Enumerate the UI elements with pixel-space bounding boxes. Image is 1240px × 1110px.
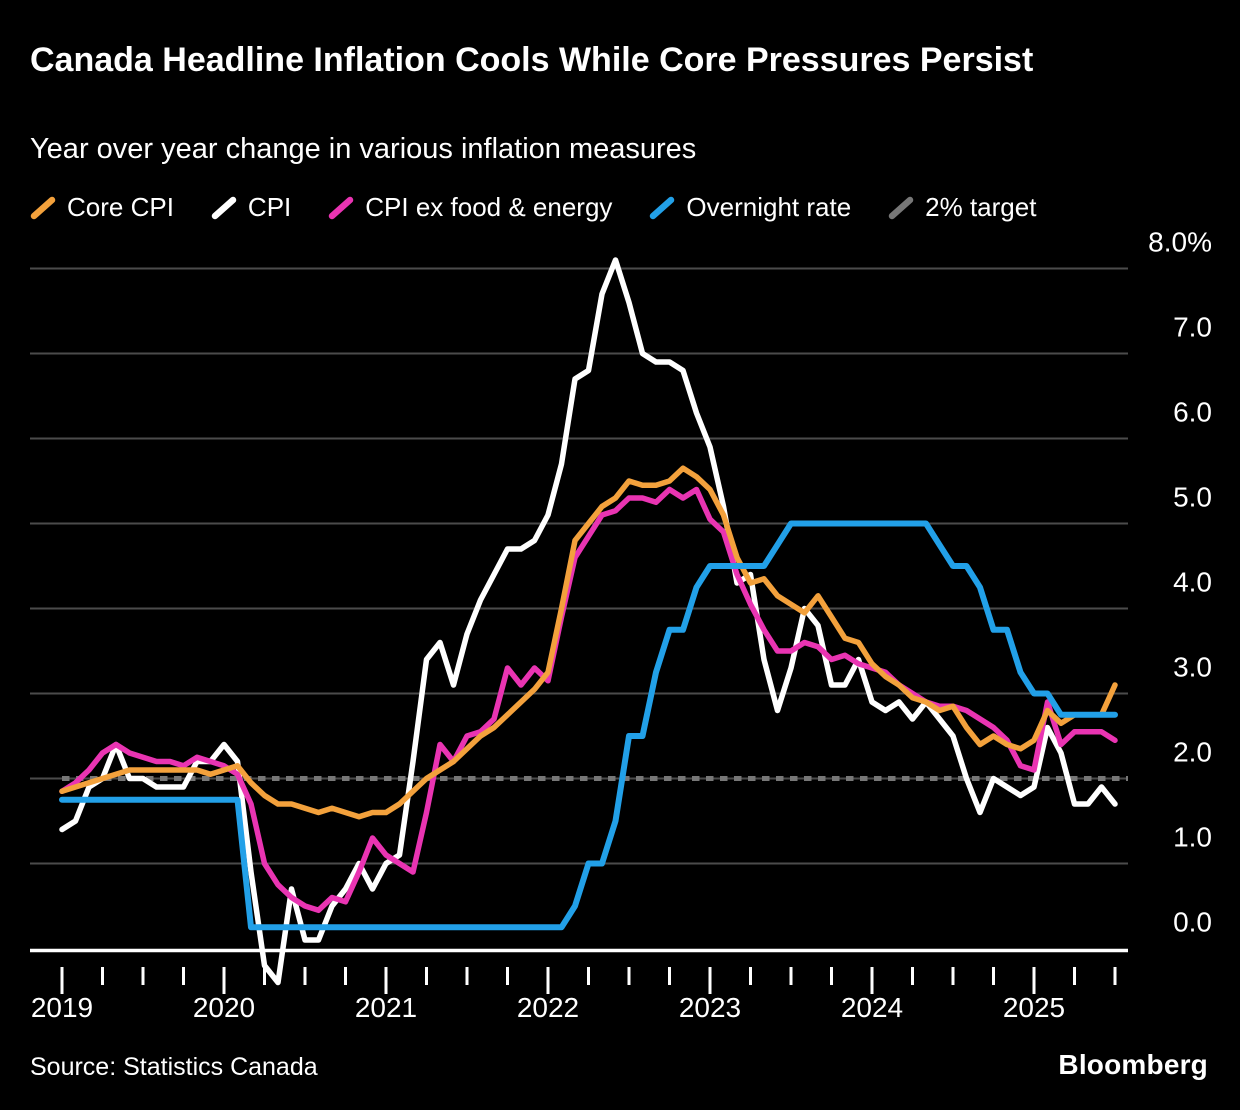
legend-item-overnight-rate: Overnight rate bbox=[649, 192, 851, 223]
source-note: Source: Statistics Canada bbox=[30, 1053, 318, 1081]
x-axis-label: 2023 bbox=[679, 992, 741, 1023]
series-slash-icon bbox=[329, 196, 354, 219]
series-line-overnight-rate bbox=[59, 520, 1118, 931]
x-axis-label: 2024 bbox=[841, 992, 903, 1023]
legend-item-cpi-ex-food-energy: CPI ex food & energy bbox=[328, 192, 612, 223]
legend-item-core-cpi: Core CPI bbox=[30, 192, 174, 223]
series-slash-icon bbox=[650, 196, 675, 219]
bloomberg-logo: Bloomberg bbox=[1058, 1049, 1208, 1080]
y-axis-label: 1.0 bbox=[1173, 822, 1212, 853]
y-axis-label: 5.0 bbox=[1173, 482, 1212, 513]
series-line-cpi bbox=[59, 257, 1118, 986]
legend-item-cpi: CPI bbox=[211, 192, 291, 223]
chart-legend: Core CPI CPI CPI ex food & energy Overnight… bbox=[30, 192, 1036, 223]
y-axis-label: 6.0 bbox=[1173, 397, 1212, 428]
legend-label: CPI ex food & energy bbox=[365, 192, 613, 222]
y-axis-label: 2.0 bbox=[1173, 737, 1212, 768]
series-line-cpi-ex-food-energy bbox=[59, 486, 1118, 914]
legend-label: CPI bbox=[247, 192, 292, 222]
y-axis-label: 3.0 bbox=[1173, 652, 1212, 683]
series-line-core-cpi bbox=[59, 465, 1118, 820]
legend-label: 2% target bbox=[925, 192, 1037, 222]
y-axis-label: 4.0 bbox=[1173, 567, 1212, 598]
x-axis-label: 2025 bbox=[1003, 992, 1065, 1023]
y-axis-label: 8.0% bbox=[1148, 227, 1212, 258]
legend-label: Core CPI bbox=[67, 192, 174, 222]
series-slash-icon bbox=[211, 196, 237, 219]
legend-label: Overnight rate bbox=[686, 192, 852, 222]
y-axis-label: 0.0 bbox=[1173, 907, 1212, 938]
chart-title: Canada Headline Inflation Cools While Co… bbox=[30, 41, 1034, 79]
chart-subtitle: Year over year change in various inflati… bbox=[30, 133, 697, 165]
y-axis-label: 7.0 bbox=[1173, 312, 1212, 343]
legend-item-2-target: 2% target bbox=[888, 192, 1036, 223]
series-slash-icon bbox=[888, 196, 914, 219]
x-axis-label: 2021 bbox=[355, 992, 417, 1023]
series-slash-icon bbox=[30, 196, 56, 219]
x-axis-label: 2019 bbox=[31, 992, 93, 1023]
x-axis-label: 2020 bbox=[193, 992, 255, 1023]
x-axis-label: 2022 bbox=[517, 992, 579, 1023]
